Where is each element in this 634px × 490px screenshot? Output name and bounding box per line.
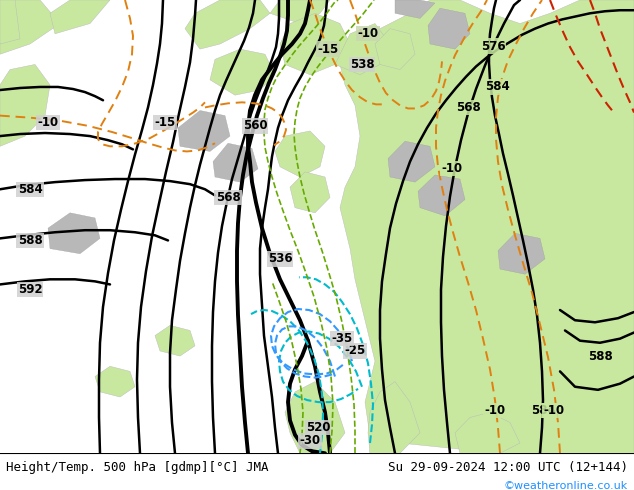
- Polygon shape: [185, 0, 270, 49]
- Text: 584: 584: [18, 183, 42, 196]
- Text: 520: 520: [306, 421, 330, 434]
- Text: 588: 588: [18, 234, 42, 247]
- Polygon shape: [0, 0, 20, 44]
- Text: 588: 588: [588, 349, 612, 363]
- Polygon shape: [368, 382, 420, 453]
- Polygon shape: [280, 13, 350, 74]
- Polygon shape: [418, 175, 465, 216]
- Text: ©weatheronline.co.uk: ©weatheronline.co.uk: [503, 481, 628, 490]
- Text: 592: 592: [18, 283, 42, 296]
- Polygon shape: [155, 325, 195, 356]
- Text: 560: 560: [243, 120, 268, 132]
- Text: -25: -25: [344, 344, 366, 357]
- Polygon shape: [340, 0, 634, 453]
- Polygon shape: [285, 382, 345, 453]
- Text: 576: 576: [481, 40, 505, 52]
- Text: Height/Temp. 500 hPa [gdmp][°C] JMA: Height/Temp. 500 hPa [gdmp][°C] JMA: [6, 461, 269, 474]
- Text: -10: -10: [484, 404, 505, 417]
- Text: 568: 568: [456, 101, 481, 114]
- Polygon shape: [455, 412, 520, 453]
- Text: -10: -10: [543, 404, 564, 417]
- Text: 584: 584: [484, 80, 509, 94]
- Text: 584: 584: [531, 404, 555, 417]
- Polygon shape: [210, 49, 275, 95]
- Polygon shape: [213, 143, 258, 182]
- Text: -10: -10: [441, 162, 463, 175]
- Text: 536: 536: [268, 252, 292, 266]
- Polygon shape: [335, 24, 390, 74]
- Text: -30: -30: [299, 435, 321, 447]
- Polygon shape: [50, 0, 110, 34]
- Polygon shape: [0, 0, 60, 54]
- Polygon shape: [0, 65, 50, 147]
- Text: -15: -15: [154, 116, 176, 129]
- Text: -35: -35: [332, 332, 353, 345]
- Text: Su 29-09-2024 12:00 UTC (12+144): Su 29-09-2024 12:00 UTC (12+144): [387, 461, 628, 474]
- Polygon shape: [428, 8, 470, 49]
- Polygon shape: [375, 28, 415, 70]
- Polygon shape: [48, 213, 100, 254]
- Polygon shape: [498, 233, 545, 274]
- Polygon shape: [275, 131, 325, 177]
- Polygon shape: [178, 111, 230, 151]
- Polygon shape: [290, 172, 330, 213]
- Polygon shape: [95, 367, 135, 397]
- Polygon shape: [270, 0, 330, 24]
- Text: 568: 568: [216, 191, 240, 204]
- Polygon shape: [395, 0, 435, 19]
- Text: -15: -15: [318, 43, 339, 55]
- Text: 538: 538: [350, 58, 374, 71]
- Text: -10: -10: [37, 116, 58, 129]
- Text: -10: -10: [358, 27, 378, 40]
- Polygon shape: [388, 141, 435, 182]
